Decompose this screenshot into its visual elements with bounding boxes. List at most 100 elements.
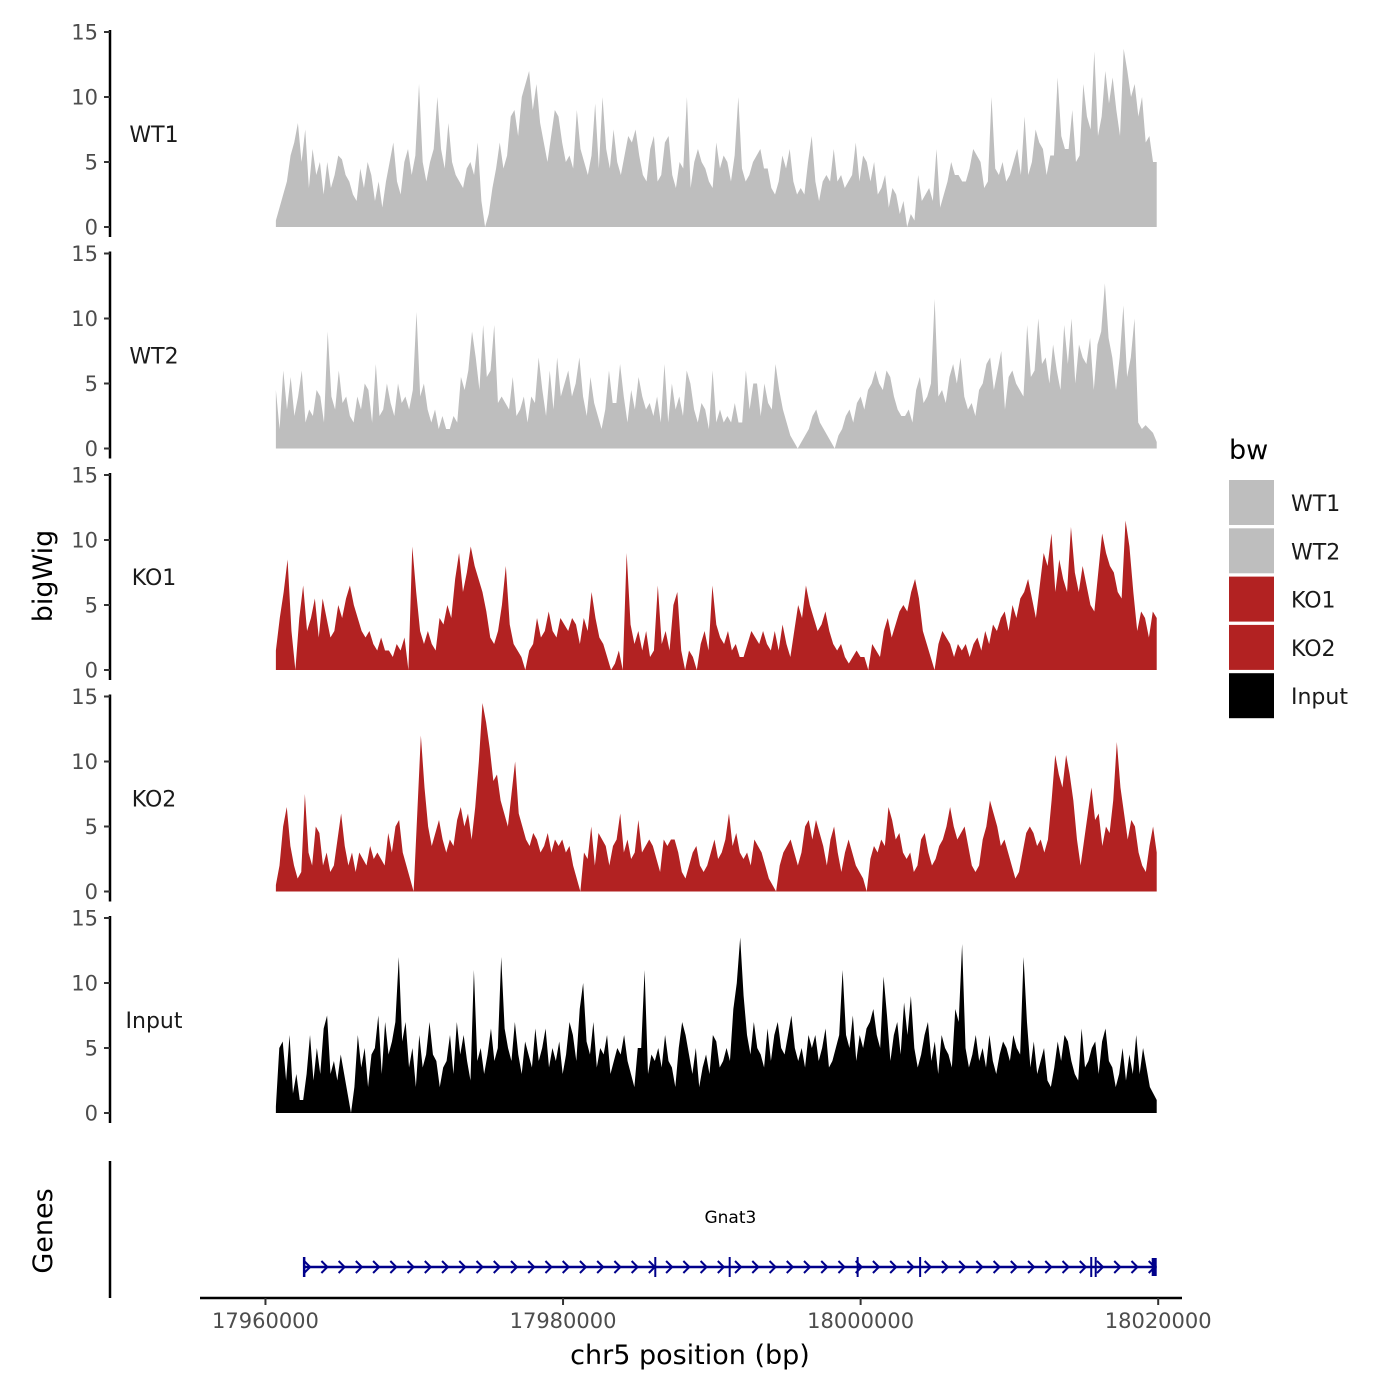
track-label: WT1 bbox=[129, 123, 178, 148]
x-tick-label: 18020000 bbox=[1105, 1309, 1212, 1333]
legend-item-ko1: KO1 bbox=[1229, 576, 1336, 622]
strand-arrow bbox=[458, 1260, 467, 1274]
strand-arrow bbox=[872, 1260, 881, 1274]
legend-label: KO1 bbox=[1291, 589, 1336, 614]
gene-panel: Gnat3 bbox=[108, 1161, 1157, 1298]
x-axis-title: chr5 position (bp) bbox=[570, 1340, 810, 1371]
strand-arrow bbox=[596, 1260, 605, 1274]
strand-arrow bbox=[424, 1260, 433, 1274]
track-input: 0 5 10 15 Input bbox=[71, 907, 1157, 1126]
track-label: Input bbox=[126, 1009, 183, 1034]
strand-arrow bbox=[441, 1260, 450, 1274]
strand-arrow bbox=[389, 1260, 398, 1274]
track-wt2: 0 5 10 15 WT2 bbox=[71, 242, 1157, 461]
y-tick-label: 10 bbox=[71, 750, 98, 774]
y-tick-label: 10 bbox=[71, 972, 98, 996]
legend-item-wt2: WT2 bbox=[1229, 528, 1340, 574]
strand-arrow bbox=[941, 1260, 950, 1274]
track-label: KO1 bbox=[132, 566, 177, 591]
y-tick-label: 15 bbox=[71, 907, 98, 931]
y-axis-title: bigWig bbox=[28, 530, 59, 623]
strand-arrow bbox=[561, 1260, 571, 1274]
signal-area-wt1 bbox=[275, 48, 1157, 228]
strand-arrow bbox=[579, 1260, 588, 1274]
strand-arrow bbox=[889, 1260, 898, 1274]
strand-arrow bbox=[992, 1260, 1001, 1274]
x-tick-label: 17980000 bbox=[510, 1309, 617, 1333]
strand-arrow bbox=[699, 1260, 708, 1274]
legend-label: WT2 bbox=[1291, 540, 1340, 565]
strand-arrow bbox=[906, 1260, 915, 1274]
genes-axis-title: Genes bbox=[28, 1188, 59, 1273]
signal-area-input bbox=[275, 937, 1157, 1113]
strand-arrow bbox=[682, 1260, 691, 1274]
y-tick-label: 5 bbox=[85, 594, 98, 618]
y-tick-label: 5 bbox=[85, 151, 98, 175]
strand-arrow bbox=[734, 1260, 743, 1274]
legend-label: Input bbox=[1291, 685, 1348, 710]
strand-arrow bbox=[975, 1260, 984, 1274]
track-wt1: 0 5 10 15 WT1 bbox=[71, 21, 1157, 240]
x-tick-label: 17960000 bbox=[212, 1309, 319, 1333]
y-tick-label: 0 bbox=[85, 880, 98, 904]
legend-title: bw bbox=[1229, 435, 1268, 466]
strand-arrow bbox=[837, 1260, 846, 1274]
strand-arrow bbox=[355, 1260, 364, 1274]
legend-label: KO2 bbox=[1291, 637, 1336, 662]
signal-area-ko2 bbox=[275, 703, 1157, 892]
y-tick-label: 15 bbox=[71, 242, 98, 266]
strand-arrow bbox=[510, 1260, 519, 1274]
strand-arrow bbox=[475, 1260, 484, 1274]
legend-swatch bbox=[1229, 528, 1274, 574]
track-label: WT2 bbox=[129, 345, 178, 370]
strand-arrow bbox=[303, 1260, 312, 1274]
legend: bw WT1 WT2 KO1 KO2 Input bbox=[1229, 435, 1348, 719]
x-tick-label: 18000000 bbox=[807, 1309, 914, 1333]
strand-arrow bbox=[337, 1260, 347, 1274]
track-label: KO2 bbox=[132, 788, 177, 813]
legend-swatch bbox=[1229, 576, 1274, 622]
y-tick-label: 15 bbox=[71, 685, 98, 709]
strand-arrow bbox=[923, 1260, 933, 1274]
strand-arrow bbox=[1079, 1260, 1088, 1274]
y-tick-label: 15 bbox=[71, 21, 98, 45]
strand-arrow bbox=[820, 1260, 829, 1274]
strand-arrow bbox=[1027, 1260, 1036, 1274]
y-tick-label: 10 bbox=[71, 86, 98, 110]
legend-swatch bbox=[1229, 480, 1274, 525]
y-tick-label: 0 bbox=[85, 216, 98, 240]
legend-item-input: Input bbox=[1229, 673, 1348, 719]
strand-arrow bbox=[406, 1260, 415, 1274]
y-tick-label: 5 bbox=[85, 1037, 98, 1061]
strand-arrow bbox=[717, 1260, 726, 1274]
strand-arrow bbox=[768, 1260, 777, 1274]
strand-arrow bbox=[751, 1260, 760, 1274]
y-tick-label: 10 bbox=[71, 529, 98, 553]
strand-arrow bbox=[665, 1260, 674, 1274]
strand-arrow bbox=[786, 1260, 795, 1274]
strand-arrow bbox=[958, 1260, 967, 1274]
y-tick-label: 0 bbox=[85, 437, 98, 461]
y-tick-label: 15 bbox=[71, 464, 98, 488]
strand-arrow bbox=[320, 1260, 329, 1274]
signal-tracks: 0 5 10 15 WT1 0 5 10 15 WT2 0 5 10 15 KO1 0 5 10 15 KO2 0 5 10… bbox=[71, 21, 1157, 1126]
strand-arrow bbox=[1061, 1260, 1070, 1274]
legend-label: WT1 bbox=[1291, 492, 1340, 517]
strand-arrow bbox=[803, 1260, 812, 1274]
strand-arrow bbox=[493, 1260, 502, 1274]
y-tick-label: 0 bbox=[85, 659, 98, 683]
strand-arrow bbox=[1130, 1260, 1139, 1274]
legend-item-ko2: KO2 bbox=[1229, 624, 1336, 670]
legend-item-wt1: WT1 bbox=[1229, 480, 1340, 525]
x-axis: 17960000 17980000 18000000 18020000 bbox=[200, 1296, 1212, 1333]
strand-arrow bbox=[527, 1260, 536, 1274]
strand-arrow bbox=[1044, 1260, 1053, 1274]
y-tick-label: 10 bbox=[71, 307, 98, 331]
signal-area-ko1 bbox=[275, 520, 1157, 670]
track-ko2: 0 5 10 15 KO2 bbox=[71, 685, 1157, 904]
y-tick-label: 0 bbox=[85, 1102, 98, 1126]
gene-end-exon bbox=[1151, 1258, 1157, 1276]
strand-arrow bbox=[1010, 1260, 1019, 1274]
